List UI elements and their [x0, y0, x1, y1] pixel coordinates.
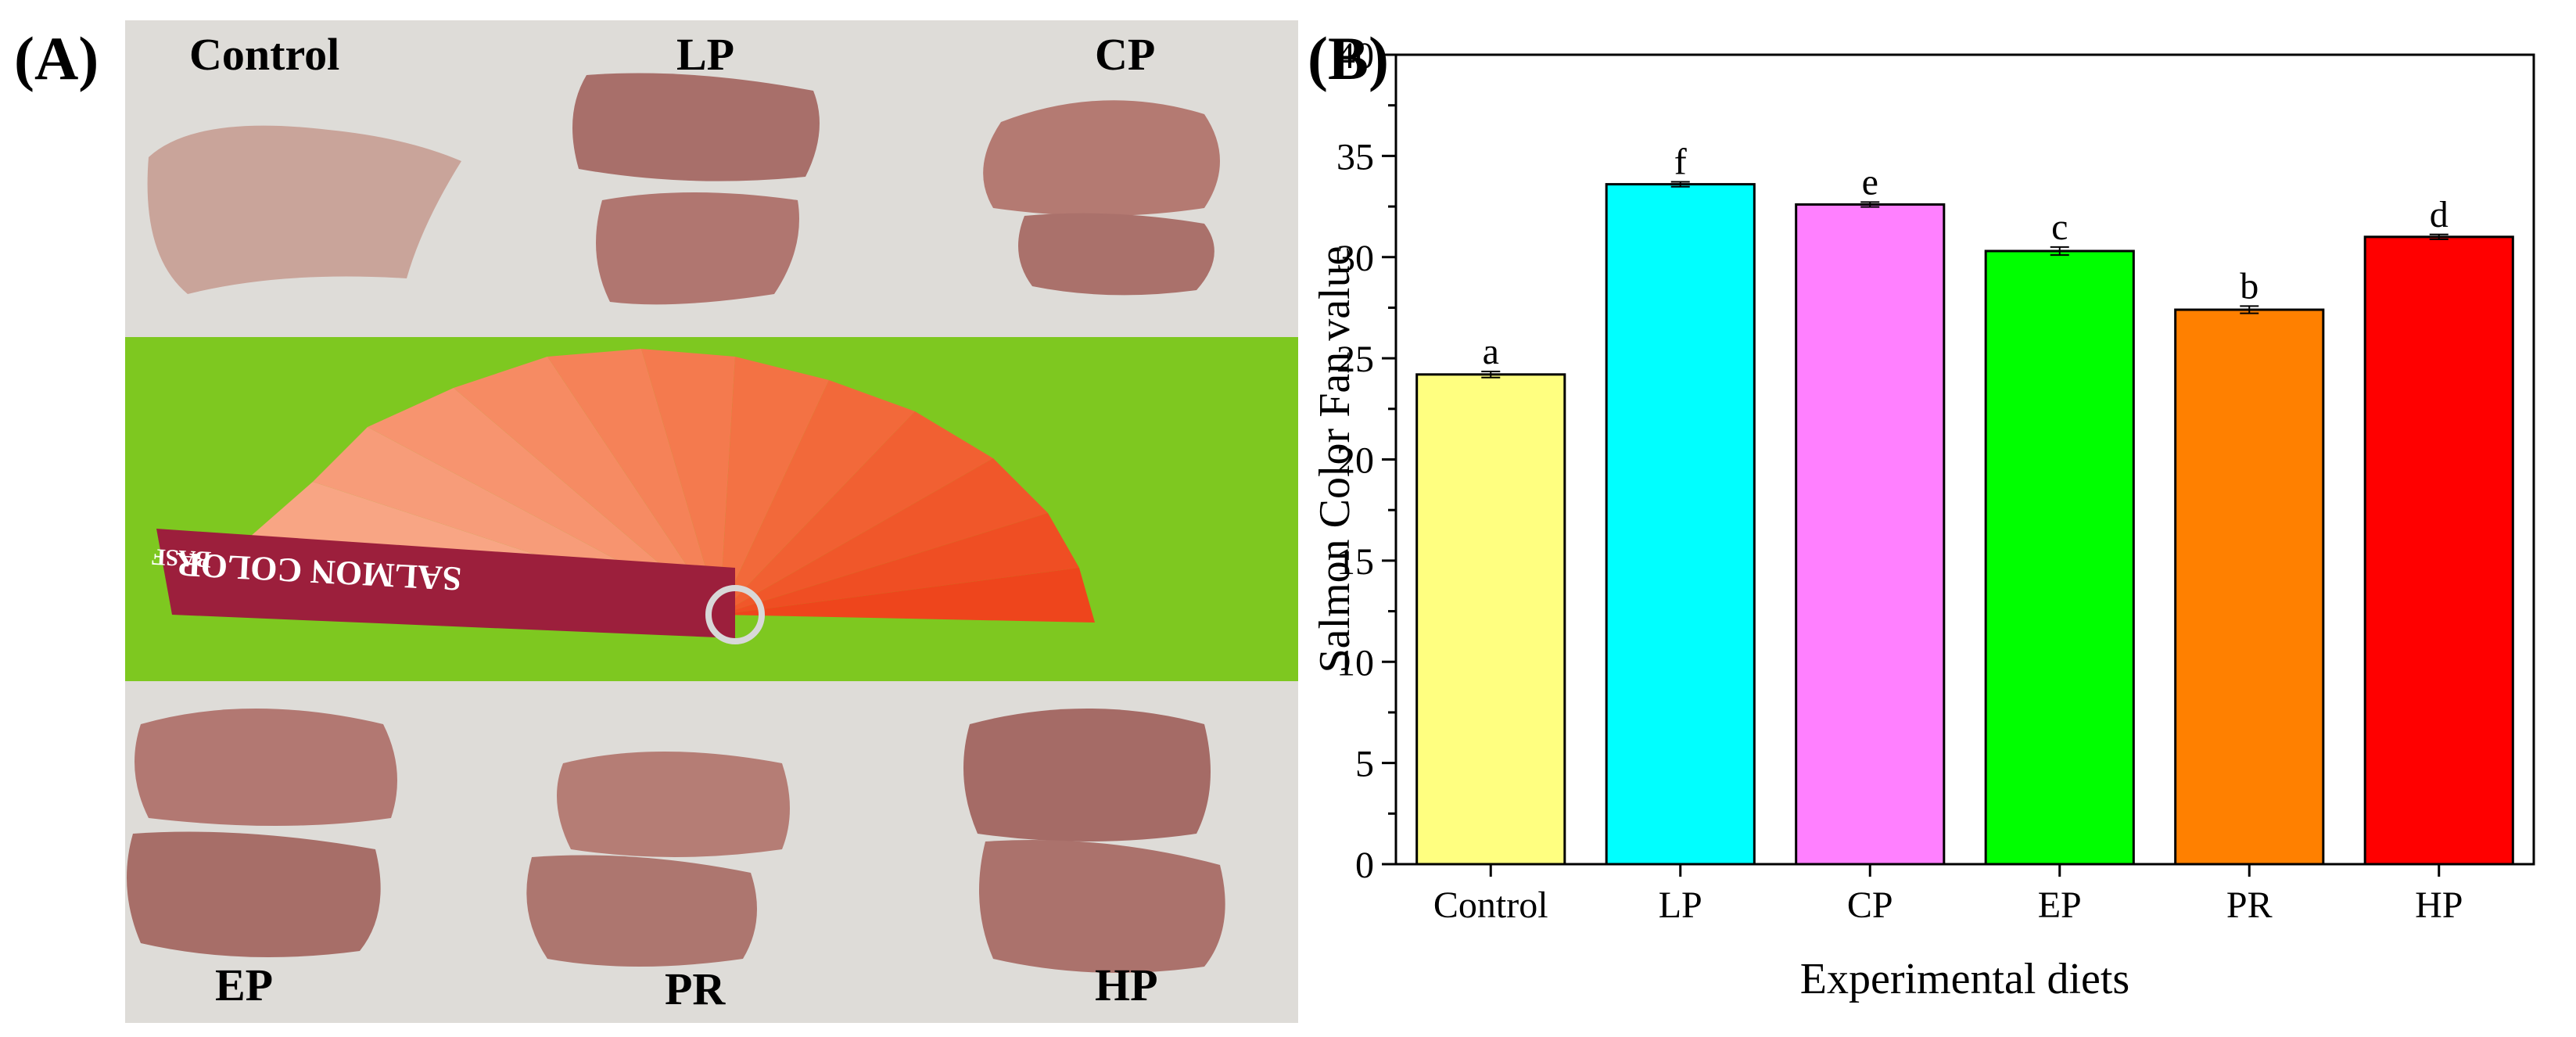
- significance-letter: c: [2051, 206, 2068, 248]
- photo-label-control: Control: [189, 29, 340, 80]
- color-fan: [156, 349, 1095, 644]
- fillet-cp-lower: [1018, 213, 1214, 296]
- panel-a-label: (A): [14, 24, 99, 92]
- plot-frame: [1394, 53, 2535, 866]
- significance-letter: e: [1862, 161, 1878, 203]
- y-tick-label: 20: [1336, 440, 1374, 482]
- significance-letter: a: [1483, 331, 1499, 372]
- fillet-lp-upper: [572, 73, 820, 181]
- bar-hp: [2363, 235, 2514, 866]
- photo-label-ep: EP: [215, 960, 274, 1010]
- fillet-ep-lower: [127, 831, 381, 957]
- bar-ep: [1984, 249, 2135, 866]
- bar-control: [1415, 373, 1566, 866]
- x-tick-label: EP: [2038, 884, 2082, 926]
- fan-band: [156, 529, 735, 638]
- fillet-hp-upper: [963, 709, 1211, 841]
- bar-cp: [1795, 203, 1946, 866]
- bar-chart: a f e c b d 0 5 10 15 20 25 30 35 40 Control LP CP EP PR HP…: [1311, 35, 2535, 1003]
- x-tick-label: LP: [1659, 884, 1702, 926]
- x-tick-label: PR: [2226, 884, 2273, 926]
- y-tick-label: 35: [1336, 136, 1374, 178]
- y-axis-label: Salmon Color Fan value: [1314, 246, 1359, 673]
- significance-letter: b: [2240, 265, 2258, 307]
- significance-letter: d: [2430, 194, 2449, 235]
- photo-label-hp: HP: [1095, 960, 1158, 1010]
- fillet-hp-lower: [979, 840, 1225, 973]
- x-tick-label: HP: [2415, 884, 2463, 926]
- fillet-control: [147, 125, 462, 294]
- x-tick-label: CP: [1847, 884, 1893, 926]
- panel-b-label: (B): [1308, 24, 1389, 92]
- fillet-pr-lower: [526, 855, 757, 967]
- x-tick-label: Control: [1433, 884, 1548, 926]
- y-tick-label: 30: [1336, 238, 1374, 279]
- photo-panel: SALMON COLOR BASF Control LP CP EP PR HP: [125, 20, 1298, 1023]
- y-tick-label: 25: [1336, 339, 1374, 380]
- fillet-cp-upper: [983, 100, 1220, 216]
- photo-illustration: SALMON COLOR BASF: [125, 73, 1298, 973]
- fillet-ep-upper: [135, 709, 397, 826]
- y-tick-label: 0: [1355, 845, 1374, 886]
- y-tick-label: 10: [1336, 642, 1374, 684]
- fan-brand-text: BASF: [151, 544, 212, 572]
- y-tick-label: 5: [1355, 744, 1374, 785]
- bar-pr: [2174, 308, 2325, 866]
- x-axis-label: Experimental diets: [1800, 955, 2129, 1003]
- photo-label-pr: PR: [665, 963, 726, 1014]
- y-tick-label: 15: [1336, 541, 1374, 583]
- fan-ring: [705, 585, 765, 644]
- fillet-pr-upper: [557, 752, 790, 857]
- photo-label-lp: LP: [676, 29, 735, 80]
- bar-lp: [1605, 183, 1756, 866]
- fillet-lp-lower: [596, 192, 799, 305]
- chart-panel: a f e c b d 0 5 10 15 20 25 30 35 40 Control LP CP EP PR HP…: [1311, 0, 2576, 1033]
- y-tick-label: 40: [1336, 35, 1374, 77]
- significance-letter: f: [1674, 141, 1687, 182]
- photo-label-cp: CP: [1095, 29, 1156, 80]
